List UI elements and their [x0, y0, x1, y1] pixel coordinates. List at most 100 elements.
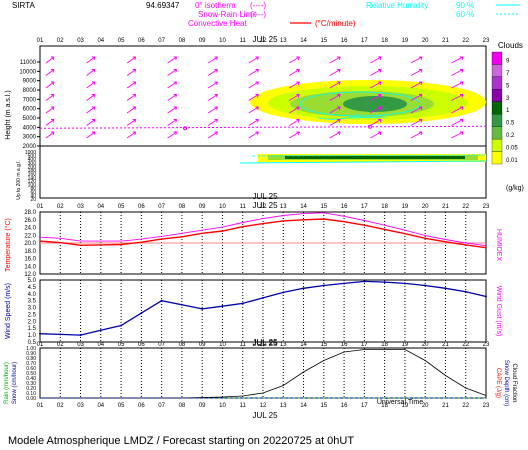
- wind-arrow-head: [459, 69, 464, 73]
- wind-speed-point: [464, 290, 467, 293]
- hour-tick-label: 13: [280, 38, 287, 44]
- date-label: JUL 25: [252, 339, 278, 348]
- hour-tick-label: 03: [77, 403, 84, 409]
- rh-contour-lower: [251, 154, 487, 157]
- hour-tick-label: 05: [118, 342, 125, 348]
- temp-tick-label: 18.0: [24, 249, 36, 255]
- wind-arrow: [410, 106, 423, 114]
- wind-arrow-head: [91, 94, 96, 98]
- hour-tick-label: 12: [260, 342, 267, 348]
- height-tick-label: 5000: [23, 116, 37, 122]
- precip-tick-label: 0.30: [26, 381, 36, 387]
- hour-tick-label: 04: [97, 38, 104, 44]
- precip-tick-label: 0.60: [26, 366, 36, 372]
- hour-tick-label: 11: [240, 38, 247, 44]
- height-tick-label: 140: [28, 175, 37, 181]
- rh-contour: [317, 113, 386, 120]
- wind-speed-point: [485, 295, 487, 298]
- height-tick-label: 3000: [23, 135, 37, 141]
- wind-arrow-head: [214, 94, 218, 98]
- forecast-footer: Modele Atmospherique LMDZ / Forecast sta…: [8, 435, 354, 447]
- wind-arrow: [329, 56, 341, 64]
- wind-arrow-head: [459, 131, 464, 136]
- wind-arrow: [126, 81, 137, 89]
- date-label: JUL 25: [252, 192, 278, 201]
- cloud-fraction-line: [40, 349, 487, 399]
- temperature-axis-label: Temperature (°C): [4, 218, 12, 272]
- cloud-scale-label: 9: [506, 58, 510, 64]
- hour-tick-label: 16: [341, 38, 348, 44]
- wind-speed-point: [120, 324, 123, 327]
- wind-arrow-head: [419, 131, 423, 136]
- wind-arrow-head: [51, 131, 55, 136]
- wind-arrow: [370, 81, 382, 89]
- relative-humidity-legend: Relative Humidity: [366, 1, 428, 10]
- snow-axis-label: Snow (cm/hour): [12, 362, 18, 404]
- hour-tick-label: 17: [361, 204, 368, 210]
- wind-gust-axis-label: Wind Gust (m/s): [495, 286, 502, 337]
- wind-arrow: [451, 131, 464, 139]
- cloud-scale-label: 0.5: [506, 121, 515, 127]
- wind-arrow-head: [419, 94, 423, 98]
- hour-tick-label: 23: [483, 403, 490, 409]
- wind-arrow-head: [459, 81, 464, 86]
- wind-arrow: [167, 69, 177, 76]
- hour-tick-label: 10: [219, 38, 226, 44]
- hour-tick-label: 03: [77, 204, 84, 210]
- hour-tick-label: 08: [179, 38, 186, 44]
- wind-arrow: [126, 119, 137, 126]
- wind-arrow: [451, 119, 464, 126]
- cloud-scale-label: 0.05: [506, 146, 518, 152]
- wind-arrow-head: [214, 56, 218, 61]
- wind-arrow: [451, 94, 464, 101]
- wind-arrow-head: [132, 56, 137, 61]
- hour-tick-label: 15: [320, 342, 327, 348]
- wind-arrow: [329, 119, 341, 126]
- wind-arrow-head: [91, 106, 96, 111]
- legend-dashes: (----): [250, 10, 266, 19]
- wind-arrow-head: [337, 81, 341, 86]
- wind-tick-label: 1.5: [28, 326, 37, 332]
- wind-speed-point: [160, 299, 163, 302]
- wind-arrow: [370, 119, 382, 126]
- hour-tick-label: 11: [240, 204, 247, 210]
- wind-arrow-head: [419, 81, 423, 86]
- hour-tick-label: 03: [77, 38, 84, 44]
- hour-tick-label: 13: [280, 204, 287, 210]
- wind-arrow: [126, 69, 137, 76]
- wind-arrow-head: [91, 69, 96, 73]
- wind-tick-label: 4.5: [28, 285, 37, 291]
- wind-arrow-head: [51, 81, 55, 86]
- hour-tick-label: 09: [199, 38, 206, 44]
- wind-tick-label: 3.0: [28, 306, 37, 312]
- isotherm-marker: [368, 124, 372, 129]
- hour-tick-label: 21: [442, 38, 449, 44]
- height-axis-label: Height (m a.s.l.): [5, 90, 12, 139]
- cloud-scale-cell: [491, 89, 503, 102]
- cloud-fraction-axis-label: Cloud Fraction: [511, 363, 517, 402]
- cloud-scale-cell: [491, 76, 503, 90]
- date-label: JUL 25: [252, 338, 278, 347]
- hour-tick-label: 06: [138, 342, 145, 348]
- hour-tick-label: 18: [381, 342, 388, 348]
- wind-arrow: [167, 131, 177, 139]
- wind-speed-point: [322, 284, 325, 287]
- height-tick-label: 80: [30, 186, 36, 192]
- wind-speed-point: [201, 307, 204, 310]
- station-coords: 94.69347: [146, 1, 180, 10]
- wind-arrow: [289, 94, 300, 101]
- height-tick-label: 9000: [23, 79, 37, 85]
- wind-arrow-head: [91, 131, 96, 136]
- wind-arrow: [45, 131, 55, 139]
- hour-tick-label: 05: [118, 403, 125, 409]
- wind-arrow-head: [51, 106, 55, 111]
- wind-arrow: [126, 94, 137, 101]
- hour-tick-label: 09: [199, 342, 206, 348]
- wind-arrow-head: [214, 106, 218, 111]
- wind-arrow-head: [296, 56, 300, 61]
- hour-tick-label: 20: [422, 342, 429, 348]
- wind-arrow-head: [296, 81, 300, 86]
- wind-arrow: [248, 56, 259, 64]
- height-tick-label: 11000: [20, 60, 37, 66]
- hour-tick-label: 14: [300, 403, 307, 409]
